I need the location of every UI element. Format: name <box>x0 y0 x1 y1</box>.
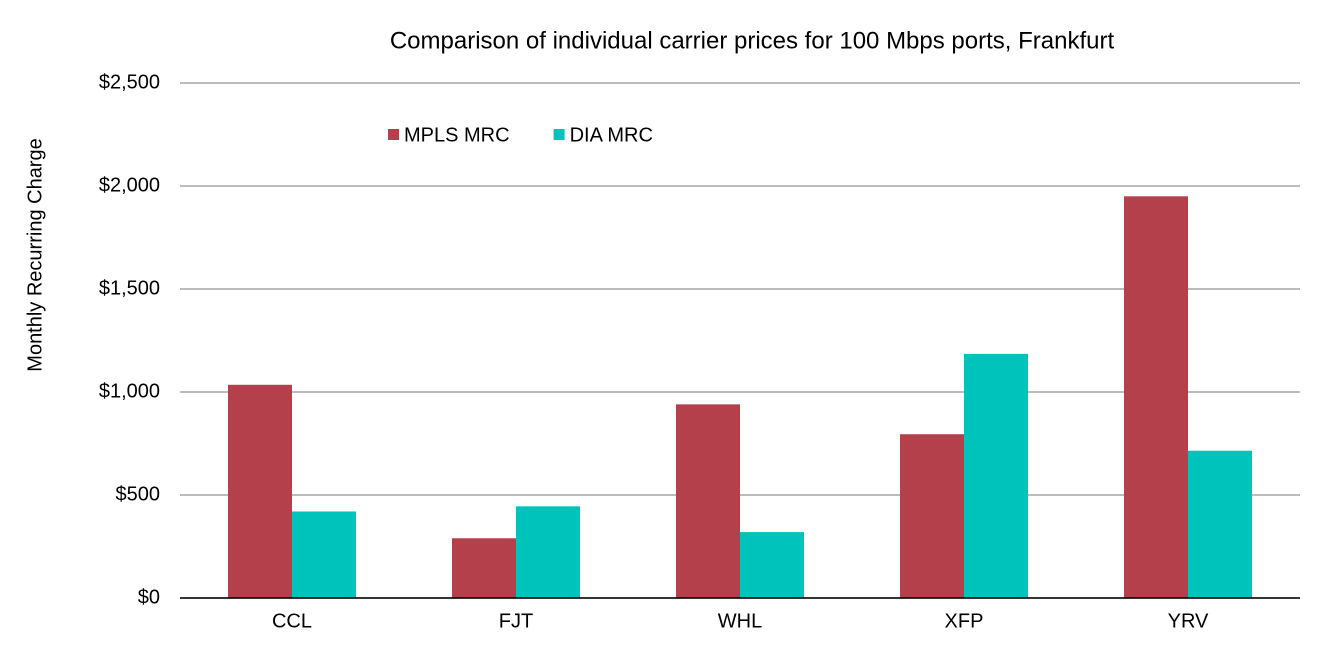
bar <box>516 506 580 598</box>
y-tick-label: $500 <box>116 483 161 505</box>
x-tick-label: XFP <box>945 610 984 632</box>
y-tick-label: $2,500 <box>99 71 160 93</box>
legend-swatch <box>553 129 565 140</box>
bar <box>1188 450 1252 598</box>
legend-label: DIA MRC <box>570 124 653 146</box>
bar <box>964 353 1028 598</box>
bar <box>676 404 740 598</box>
y-axis-label: Monthly Recurring Charge <box>24 138 46 371</box>
y-tick-label: $0 <box>138 586 160 608</box>
bar <box>228 384 292 598</box>
bar <box>452 538 516 598</box>
x-tick-label: FJT <box>499 610 533 632</box>
bar <box>1124 196 1188 599</box>
y-tick-label: $2,000 <box>99 174 160 196</box>
legend-label: MPLS MRC <box>404 124 510 146</box>
bar <box>292 511 356 598</box>
x-tick-label: WHL <box>718 610 762 632</box>
chart-title: Comparison of individual carrier prices … <box>390 27 1115 54</box>
y-tick-label: $1,500 <box>99 277 160 299</box>
legend-swatch <box>388 129 399 140</box>
x-tick-label: YRV <box>1168 610 1209 632</box>
bar <box>740 532 804 598</box>
bar <box>900 434 964 598</box>
y-tick-label: $1,000 <box>99 380 160 402</box>
x-tick-label: CCL <box>272 610 312 632</box>
